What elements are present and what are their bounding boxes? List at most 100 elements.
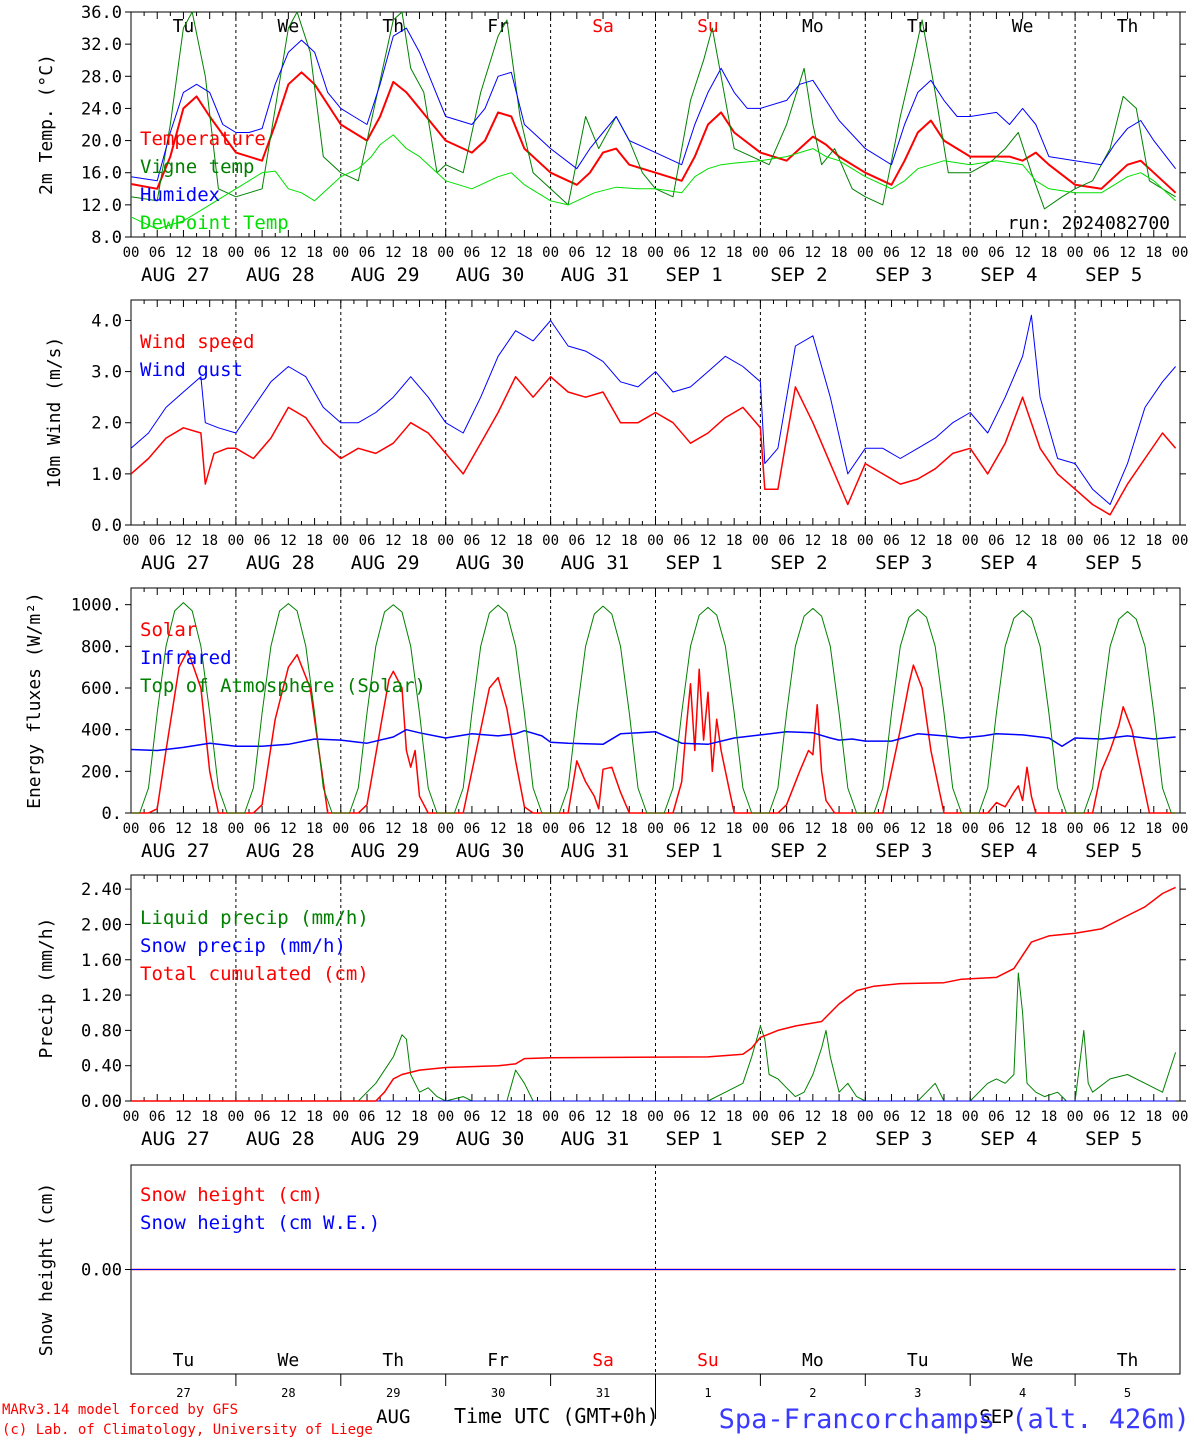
hour-label: 06 — [463, 533, 480, 549]
series-line — [130, 314, 1176, 505]
weekday-label: Th — [382, 16, 404, 37]
date-label: AUG 31 — [561, 840, 630, 862]
legend-entry: Snow height (cm) — [140, 1184, 323, 1206]
hour-label: 18 — [411, 245, 428, 261]
hour-label: 00 — [647, 245, 664, 261]
legend-entry: Solar — [140, 619, 197, 641]
hour-label: 12 — [1014, 821, 1031, 837]
hour-label: 06 — [883, 821, 900, 837]
month-label-sep: SEP — [979, 1406, 1013, 1428]
hour-label: 12 — [909, 821, 926, 837]
hour-label: 12 — [1119, 245, 1136, 261]
panel-snow: 0.00 Snow height (cm) Snow height (cm) Snow… — [36, 1164, 1186, 1419]
hour-label: 00 — [332, 245, 349, 261]
hour-label: 18 — [726, 245, 743, 261]
hour-label: 18 — [201, 245, 218, 261]
hour-label: 12 — [1014, 245, 1031, 261]
date-label: AUG 31 — [561, 552, 630, 574]
hour-label: 06 — [149, 245, 166, 261]
hour-label: 12 — [280, 245, 297, 261]
hour-label: 06 — [673, 245, 690, 261]
month-label-aug: AUG — [376, 1406, 410, 1428]
hour-label: 06 — [778, 245, 795, 261]
date-label: AUG 27 — [141, 264, 210, 286]
weekday-label: Tu — [907, 16, 929, 37]
legend-entry: Infrared — [140, 647, 232, 669]
legend-entry: DewPoint Temp — [140, 212, 289, 234]
weekday-label: We — [278, 16, 300, 37]
series-line — [131, 886, 1176, 1102]
hour-label: 00 — [1067, 821, 1084, 837]
date-label: SEP 2 — [770, 1128, 827, 1150]
date-label: AUG 30 — [456, 264, 525, 286]
date-label: SEP 3 — [875, 1128, 932, 1150]
date-label: SEP 2 — [770, 840, 827, 862]
hour-label: 18 — [1145, 245, 1162, 261]
series-line — [130, 11, 1176, 210]
date-label: SEP 1 — [666, 1128, 723, 1150]
hour-label: 12 — [490, 1109, 507, 1125]
weekday-label: We — [278, 1350, 300, 1371]
hour-label: 18 — [516, 533, 533, 549]
hour-label: 00 — [752, 1109, 769, 1125]
y-tick-label: 0.80 — [81, 1021, 122, 1041]
date-label: SEP 3 — [875, 840, 932, 862]
hour-label: 18 — [621, 1109, 638, 1125]
hour-label: 00 — [332, 1109, 349, 1125]
weekday-label: Sa — [592, 1350, 614, 1371]
y-tick-label: 2.40 — [81, 880, 122, 900]
hour-label: 00 — [752, 821, 769, 837]
hour-label: 12 — [700, 821, 717, 837]
hour-label: 00 — [1067, 1109, 1084, 1125]
weekday-label: Tu — [173, 16, 195, 37]
date-label: SEP 4 — [980, 264, 1037, 286]
hour-label: 18 — [936, 821, 953, 837]
hour-label: 18 — [411, 533, 428, 549]
y-tick-label: 3.0 — [91, 363, 122, 383]
hour-label: 06 — [149, 821, 166, 837]
hour-label: 12 — [909, 1109, 926, 1125]
weekday-label: We — [1012, 16, 1034, 37]
hour-label: 00 — [647, 533, 664, 549]
y-tick-label: 12.0 — [81, 196, 122, 216]
date-label: SEP 5 — [1085, 552, 1142, 574]
hour-label: 12 — [1014, 533, 1031, 549]
hour-label: 00 — [857, 533, 874, 549]
hour-label: 00 — [437, 1109, 454, 1125]
hour-label: 18 — [936, 245, 953, 261]
date-label: AUG 28 — [246, 264, 315, 286]
hour-label: 12 — [385, 533, 402, 549]
hour-label: 00 — [647, 821, 664, 837]
hour-label: 00 — [752, 245, 769, 261]
hour-label: 18 — [726, 1109, 743, 1125]
date-label: AUG 27 — [141, 1128, 210, 1150]
hour-label: 12 — [1014, 1109, 1031, 1125]
series-line — [131, 972, 1177, 1102]
weekday-label: Tu — [173, 1350, 195, 1371]
hour-label: 00 — [962, 821, 979, 837]
date-label: AUG 30 — [456, 840, 525, 862]
day-number-label: 28 — [281, 1386, 295, 1400]
date-label: SEP 5 — [1085, 1128, 1142, 1150]
y-axis-label: Precip (mm/h) — [36, 918, 57, 1059]
day-number-label: 5 — [1124, 1386, 1131, 1400]
date-label: AUG 28 — [246, 840, 315, 862]
hour-label: 00 — [962, 245, 979, 261]
hour-label: 18 — [831, 533, 848, 549]
hour-label: 12 — [700, 245, 717, 261]
hour-label: 18 — [936, 1109, 953, 1125]
panel-precip: 0.00 0.40 0.80 1.20 1.60 2.00 2.40 Precip (mm/h… — [36, 874, 1189, 1150]
day-number-label: 29 — [386, 1386, 400, 1400]
hour-label: 00 — [332, 821, 349, 837]
date-label: AUG 30 — [456, 1128, 525, 1150]
series-line — [130, 71, 1177, 194]
hour-label: 06 — [568, 533, 585, 549]
date-label: AUG 29 — [351, 1128, 420, 1150]
legend-entry: Wind gust — [140, 359, 243, 381]
series-line — [130, 134, 1176, 230]
weekday-label: Sa — [592, 16, 614, 37]
hour-label: 06 — [988, 533, 1005, 549]
legend-entry: Top of Atmosphere (Solar) — [140, 675, 426, 697]
hour-label: 00 — [1172, 1109, 1189, 1125]
